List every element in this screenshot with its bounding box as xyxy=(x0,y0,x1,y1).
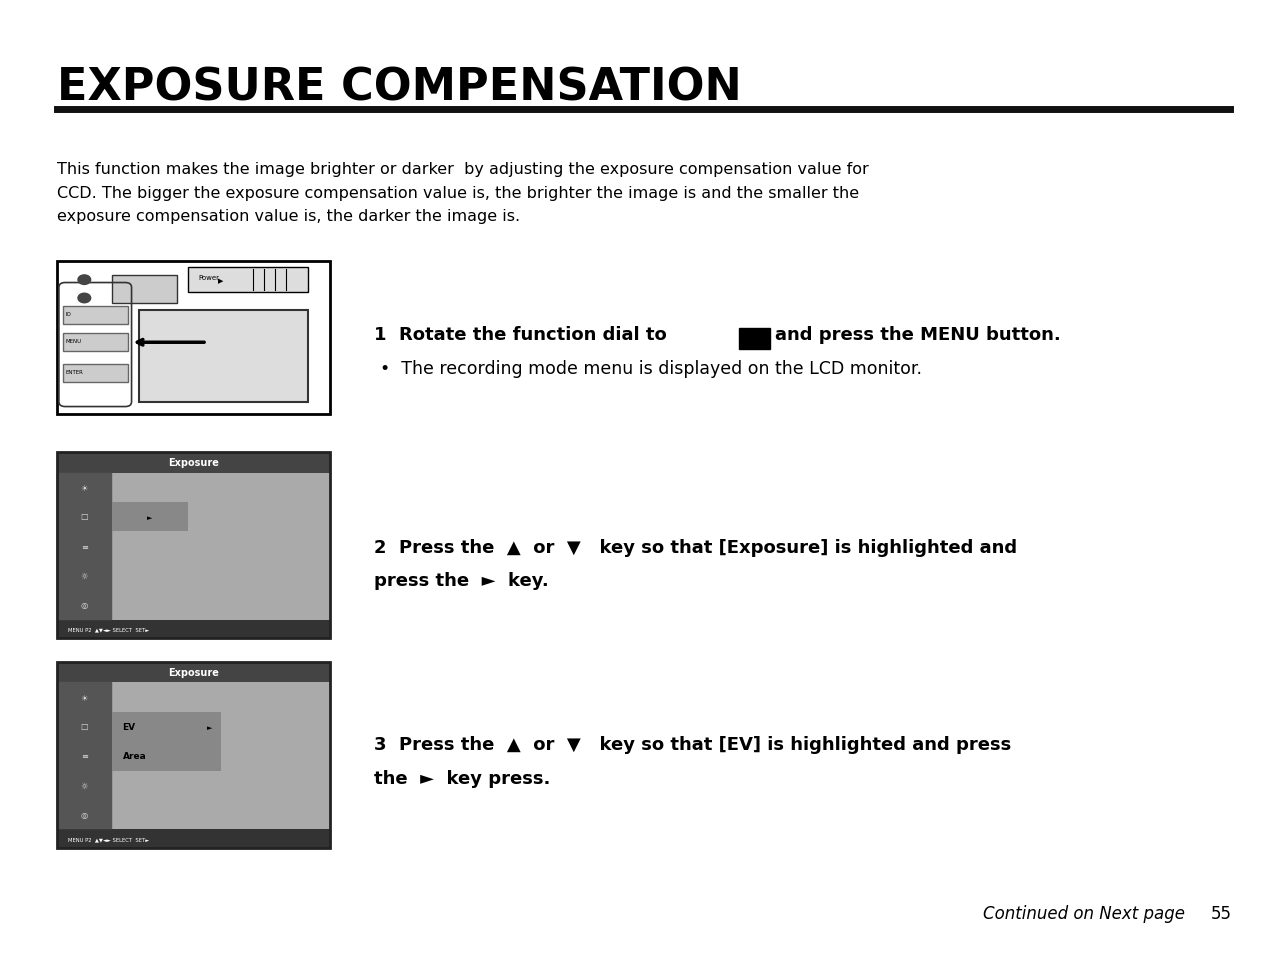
FancyBboxPatch shape xyxy=(57,741,112,771)
Text: Area: Area xyxy=(123,752,146,760)
FancyBboxPatch shape xyxy=(62,306,128,325)
Text: ►: ► xyxy=(147,515,152,520)
FancyBboxPatch shape xyxy=(57,662,330,682)
Text: MENU P2  ▲▼◄► SELECT  SET►: MENU P2 ▲▼◄► SELECT SET► xyxy=(68,837,150,841)
Text: 55: 55 xyxy=(1211,904,1232,923)
Text: Power: Power xyxy=(199,274,219,280)
Circle shape xyxy=(79,294,91,303)
Text: EXPOSURE COMPENSATION: EXPOSURE COMPENSATION xyxy=(57,67,742,110)
Text: ENTER: ENTER xyxy=(65,370,84,375)
FancyBboxPatch shape xyxy=(739,329,770,350)
Text: ►: ► xyxy=(207,724,212,730)
FancyBboxPatch shape xyxy=(57,771,112,801)
FancyBboxPatch shape xyxy=(188,268,308,293)
Text: IO: IO xyxy=(65,312,71,316)
FancyBboxPatch shape xyxy=(57,532,112,561)
Text: MENU: MENU xyxy=(65,339,81,344)
Text: ☀: ☀ xyxy=(81,693,87,702)
FancyBboxPatch shape xyxy=(57,453,330,473)
FancyBboxPatch shape xyxy=(57,712,112,741)
FancyBboxPatch shape xyxy=(57,682,112,712)
Text: press the  ►  key.: press the ► key. xyxy=(374,572,549,590)
FancyBboxPatch shape xyxy=(57,262,330,415)
FancyBboxPatch shape xyxy=(112,275,178,303)
Text: MENU P2  ▲▼◄► SELECT  SET►: MENU P2 ▲▼◄► SELECT SET► xyxy=(68,627,150,632)
Text: ≡: ≡ xyxy=(81,542,87,551)
Circle shape xyxy=(79,275,91,285)
FancyBboxPatch shape xyxy=(112,502,188,532)
Text: ◎: ◎ xyxy=(81,810,87,820)
FancyBboxPatch shape xyxy=(57,801,112,829)
Text: Exposure: Exposure xyxy=(167,667,219,678)
Text: ▶: ▶ xyxy=(218,277,223,283)
FancyBboxPatch shape xyxy=(57,502,112,532)
Text: ☐: ☐ xyxy=(81,513,87,521)
Text: the  ►  key press.: the ► key press. xyxy=(374,769,550,787)
FancyBboxPatch shape xyxy=(57,829,330,848)
Text: EV: EV xyxy=(123,722,136,731)
Text: ◎: ◎ xyxy=(81,600,87,610)
FancyBboxPatch shape xyxy=(62,334,128,352)
Text: ☀: ☀ xyxy=(81,483,87,493)
Text: ☼: ☼ xyxy=(81,572,87,580)
Text: 2  Press the  ▲  or  ▼   key so that [Exposure] is highlighted and: 2 Press the ▲ or ▼ key so that [Exposure… xyxy=(374,538,1017,557)
Text: 1  Rotate the function dial to: 1 Rotate the function dial to xyxy=(374,326,667,344)
FancyBboxPatch shape xyxy=(112,712,221,741)
Text: 3  Press the  ▲  or  ▼   key so that [EV] is highlighted and press: 3 Press the ▲ or ▼ key so that [EV] is h… xyxy=(374,736,1012,754)
Text: ≡: ≡ xyxy=(81,752,87,760)
FancyBboxPatch shape xyxy=(62,364,128,382)
Text: and press the MENU button.: and press the MENU button. xyxy=(775,326,1060,344)
Text: ☐: ☐ xyxy=(81,722,87,731)
Text: Exposure: Exposure xyxy=(167,457,219,468)
FancyBboxPatch shape xyxy=(57,662,330,848)
Text: •  The recording mode menu is displayed on the LCD monitor.: • The recording mode menu is displayed o… xyxy=(380,359,922,377)
FancyBboxPatch shape xyxy=(57,453,330,639)
FancyBboxPatch shape xyxy=(139,311,308,402)
FancyBboxPatch shape xyxy=(112,741,221,771)
FancyBboxPatch shape xyxy=(57,619,330,639)
Text: Continued on Next page: Continued on Next page xyxy=(983,904,1184,923)
FancyBboxPatch shape xyxy=(57,591,112,619)
Text: ☼: ☼ xyxy=(81,781,87,790)
Text: This function makes the image brighter or darker  by adjusting the exposure comp: This function makes the image brighter o… xyxy=(57,162,869,224)
FancyBboxPatch shape xyxy=(57,561,112,591)
FancyBboxPatch shape xyxy=(57,473,112,502)
